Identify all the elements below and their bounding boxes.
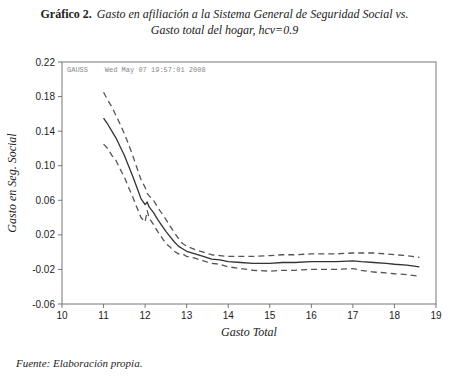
y-tick [58, 62, 62, 63]
x-tick [394, 304, 395, 308]
subtitle: Gasto total del hogar, hcv=0.9 [151, 23, 298, 37]
x-tick-label: 11 [98, 310, 109, 321]
x-tick [352, 304, 353, 308]
x-tick-label: 14 [223, 310, 235, 321]
title: Gráfico 2. [41, 7, 92, 21]
y-tick [58, 131, 62, 132]
y-tick [58, 96, 62, 97]
y-tick [58, 200, 62, 201]
x-axis-label: Gasto Total [221, 325, 278, 339]
y-tick-label: 0.22 [36, 57, 56, 68]
y-tick-label: 0.02 [36, 229, 56, 240]
plot-frame [62, 62, 436, 304]
annotation: GAUSS Wed May 07 19:57:01 2008 [67, 66, 206, 74]
x-tick-label: 19 [430, 310, 442, 321]
y-tick-label: 0.10 [36, 160, 56, 171]
y-tick [58, 269, 62, 270]
x-tick [145, 304, 146, 308]
x-tick-label: 18 [389, 310, 401, 321]
x-tick [311, 304, 312, 308]
y-tick-label: 0.18 [36, 91, 56, 102]
x-tick-label: 13 [181, 310, 193, 321]
x-tick [62, 304, 63, 308]
x-tick-label: 16 [306, 310, 318, 321]
band-line [104, 92, 420, 257]
y-tick-label: 0.06 [36, 195, 56, 206]
x-tick-label: 10 [56, 310, 68, 321]
x-tick [436, 304, 437, 308]
y-tick [58, 234, 62, 235]
y-tick [58, 304, 62, 305]
main-line [104, 118, 420, 267]
subtitle: Gasto en afiliación a la Sistema General… [97, 7, 409, 21]
x-tick-label: 17 [347, 310, 359, 321]
x-tick [103, 304, 104, 308]
y-tick-label: -0.02 [32, 264, 55, 275]
x-tick-label: 12 [140, 310, 152, 321]
y-tick [58, 165, 62, 166]
x-tick [228, 304, 229, 308]
y-tick-label: 0.14 [36, 126, 56, 137]
plot-area [104, 92, 420, 276]
y-tick-label: -0.06 [32, 299, 55, 310]
title-line: Gráfico 2. Gasto en afiliación a la Siste… [41, 7, 409, 21]
x-tick [269, 304, 270, 308]
x-tick-label: 15 [264, 310, 276, 321]
chart: Gráfico 2. Gasto en afiliación a la Siste… [0, 0, 449, 377]
y-axis-label: Gasto en Seg. Social [5, 133, 19, 233]
x-tick [186, 304, 187, 308]
footnote: Fuente: Elaboración propia. [15, 357, 142, 369]
